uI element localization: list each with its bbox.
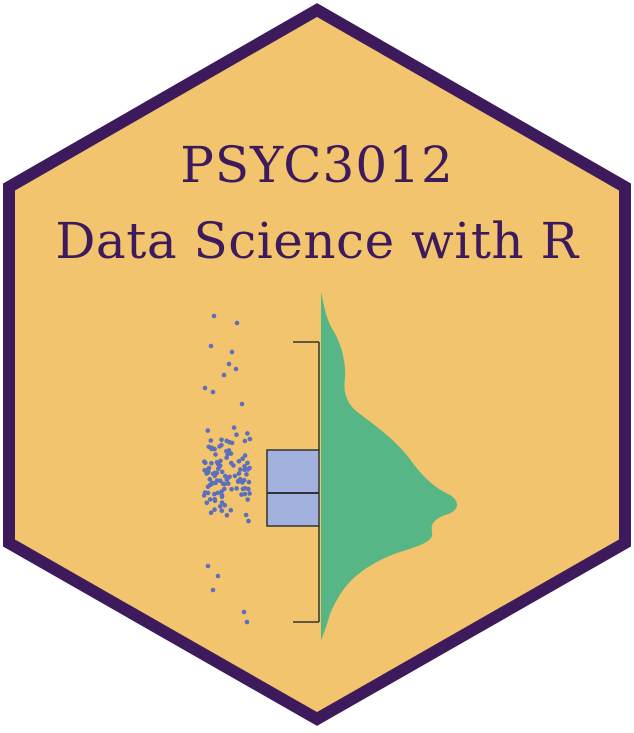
data-point [240,456,245,462]
data-point [219,437,224,443]
data-point [244,619,250,625]
data-point [203,460,208,466]
data-point [202,467,207,473]
data-point [202,385,208,391]
data-point [247,491,252,496]
title-course-code: PSYC3012 [180,136,454,194]
data-point [219,508,225,513]
data-point [247,436,253,442]
data-point [231,425,237,430]
data-point [236,458,242,464]
data-point [219,469,225,475]
data-point [210,389,216,395]
data-point [208,438,214,443]
density-half-violin [321,292,457,640]
data-point [229,349,235,355]
data-point [212,491,217,497]
boxplot [266,341,320,623]
data-point [229,440,235,446]
data-point [222,503,228,508]
data-point [206,469,211,475]
data-point [234,432,239,438]
data-point [239,492,244,497]
data-point [214,460,220,465]
data-point [238,467,243,472]
data-point [224,477,230,483]
data-point [245,497,250,502]
data-point [204,500,210,506]
data-point [215,573,221,579]
data-point [219,492,225,498]
data-point [228,451,234,456]
data-point [213,480,218,486]
data-point [242,453,248,458]
data-point [224,449,229,454]
data-point [207,497,213,502]
data-point [210,587,216,593]
data-point [213,452,218,457]
data-point [234,320,240,326]
data-point [237,478,243,483]
data-point [207,476,213,482]
hexagon-background [3,3,631,726]
data-point [242,438,248,444]
data-point [246,479,252,485]
data-point [224,438,229,444]
data-point [239,401,245,407]
data-point [214,470,220,476]
data-point [232,473,238,479]
data-point [242,464,247,469]
data-point [228,460,234,466]
data-point [205,490,211,496]
data-point [236,471,242,476]
data-point [234,486,239,491]
box-iqr [266,449,320,527]
data-point [245,460,250,466]
data-point [233,366,239,372]
data-point [205,563,211,569]
data-point [208,510,214,515]
data-point [229,486,234,492]
data-point [210,471,216,477]
data-point [227,474,232,480]
data-point [226,481,231,486]
data-point [209,481,215,487]
data-point [219,489,224,494]
data-point [247,465,252,471]
data-point [243,512,249,518]
data-point [217,478,223,484]
data-point [226,361,232,367]
data-point [220,481,226,487]
data-point [216,466,221,472]
data-point [212,507,217,512]
title-course-name: Data Science with R [55,212,579,270]
data-point [228,507,234,513]
data-point [222,473,228,479]
data-point [224,513,230,518]
data-point [212,498,218,504]
data-point [246,486,251,492]
data-point [205,484,211,490]
jittered-points [201,313,253,625]
data-point [245,431,250,436]
data-point [209,461,214,466]
data-point [217,444,222,449]
data-point [211,313,217,319]
data-point [209,445,214,451]
data-point [201,493,207,498]
data-point [246,518,251,524]
data-point [217,504,223,509]
data-point [241,609,247,615]
data-point [244,472,249,477]
data-point [221,372,227,378]
data-point [208,343,214,349]
data-point [205,428,211,433]
